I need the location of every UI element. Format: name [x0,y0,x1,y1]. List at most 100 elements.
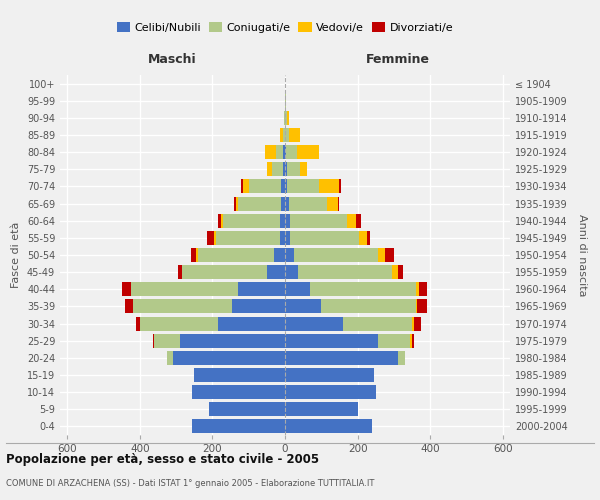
Bar [194,368,285,382]
Bar [285,231,290,245]
Bar [319,180,340,194]
Bar [416,300,418,314]
Bar [191,248,196,262]
Bar [154,334,180,347]
Bar [193,420,285,434]
Bar [267,162,272,176]
Bar [392,265,398,279]
Bar [214,231,216,245]
Bar [287,162,299,176]
Bar [283,145,285,159]
Bar [410,334,412,347]
Bar [299,162,307,176]
Y-axis label: Anni di nascita: Anni di nascita [577,214,587,296]
Bar [193,385,285,399]
Bar [347,214,356,228]
Bar [367,231,370,245]
Bar [238,196,281,210]
Bar [218,214,221,228]
Bar [284,111,285,125]
Bar [223,214,280,228]
Bar [232,300,285,314]
Bar [285,265,298,279]
Bar [286,145,297,159]
Bar [198,248,274,262]
Bar [283,128,285,142]
Bar [133,300,232,314]
Bar [321,300,416,314]
Bar [310,282,416,296]
Bar [285,94,286,108]
Bar [285,351,398,365]
Bar [173,351,285,365]
Text: COMUNE DI ARZACHENA (SS) - Dati ISTAT 1° gennaio 2005 - Elaborazione TUTTITALIA.: COMUNE DI ARZACHENA (SS) - Dati ISTAT 1°… [6,479,374,488]
Text: Maschi: Maschi [148,54,197,66]
Bar [285,282,310,296]
Bar [285,248,294,262]
Bar [285,128,289,142]
Bar [272,162,283,176]
Bar [243,180,249,194]
Bar [267,265,285,279]
Bar [290,214,347,228]
Bar [377,334,410,347]
Bar [285,420,372,434]
Bar [136,316,140,330]
Bar [356,214,361,228]
Bar [285,368,374,382]
Y-axis label: Fasce di età: Fasce di età [11,222,21,288]
Bar [280,231,285,245]
Bar [207,231,214,245]
Bar [221,214,223,228]
Bar [285,214,290,228]
Bar [238,282,285,296]
Bar [416,282,419,296]
Bar [241,180,243,194]
Bar [287,111,289,125]
Bar [285,402,358,416]
Text: Popolazione per età, sesso e stato civile - 2005: Popolazione per età, sesso e stato civil… [6,452,319,466]
Bar [289,196,327,210]
Bar [280,214,285,228]
Bar [398,265,403,279]
Bar [289,128,299,142]
Bar [276,145,283,159]
Bar [209,402,285,416]
Bar [298,265,392,279]
Bar [131,282,238,296]
Bar [290,231,359,245]
Bar [418,300,427,314]
Bar [412,334,414,347]
Bar [280,128,283,142]
Text: Femmine: Femmine [365,54,430,66]
Bar [281,180,285,194]
Bar [412,316,414,330]
Bar [249,180,281,194]
Bar [234,196,236,210]
Bar [182,265,267,279]
Bar [285,180,287,194]
Bar [167,351,173,365]
Bar [218,316,285,330]
Bar [285,385,376,399]
Bar [377,248,385,262]
Bar [338,196,340,210]
Bar [125,300,133,314]
Bar [140,316,218,330]
Bar [327,196,338,210]
Bar [285,316,343,330]
Bar [285,145,286,159]
Bar [274,248,285,262]
Bar [297,145,319,159]
Bar [196,248,198,262]
Bar [414,316,421,330]
Bar [343,316,412,330]
Bar [285,162,287,176]
Bar [283,162,285,176]
Bar [152,334,154,347]
Legend: Celibi/Nubili, Coniugati/e, Vedovi/e, Divorziati/e: Celibi/Nubili, Coniugati/e, Vedovi/e, Di… [112,18,458,37]
Bar [122,282,131,296]
Bar [287,180,319,194]
Bar [285,300,321,314]
Bar [285,334,377,347]
